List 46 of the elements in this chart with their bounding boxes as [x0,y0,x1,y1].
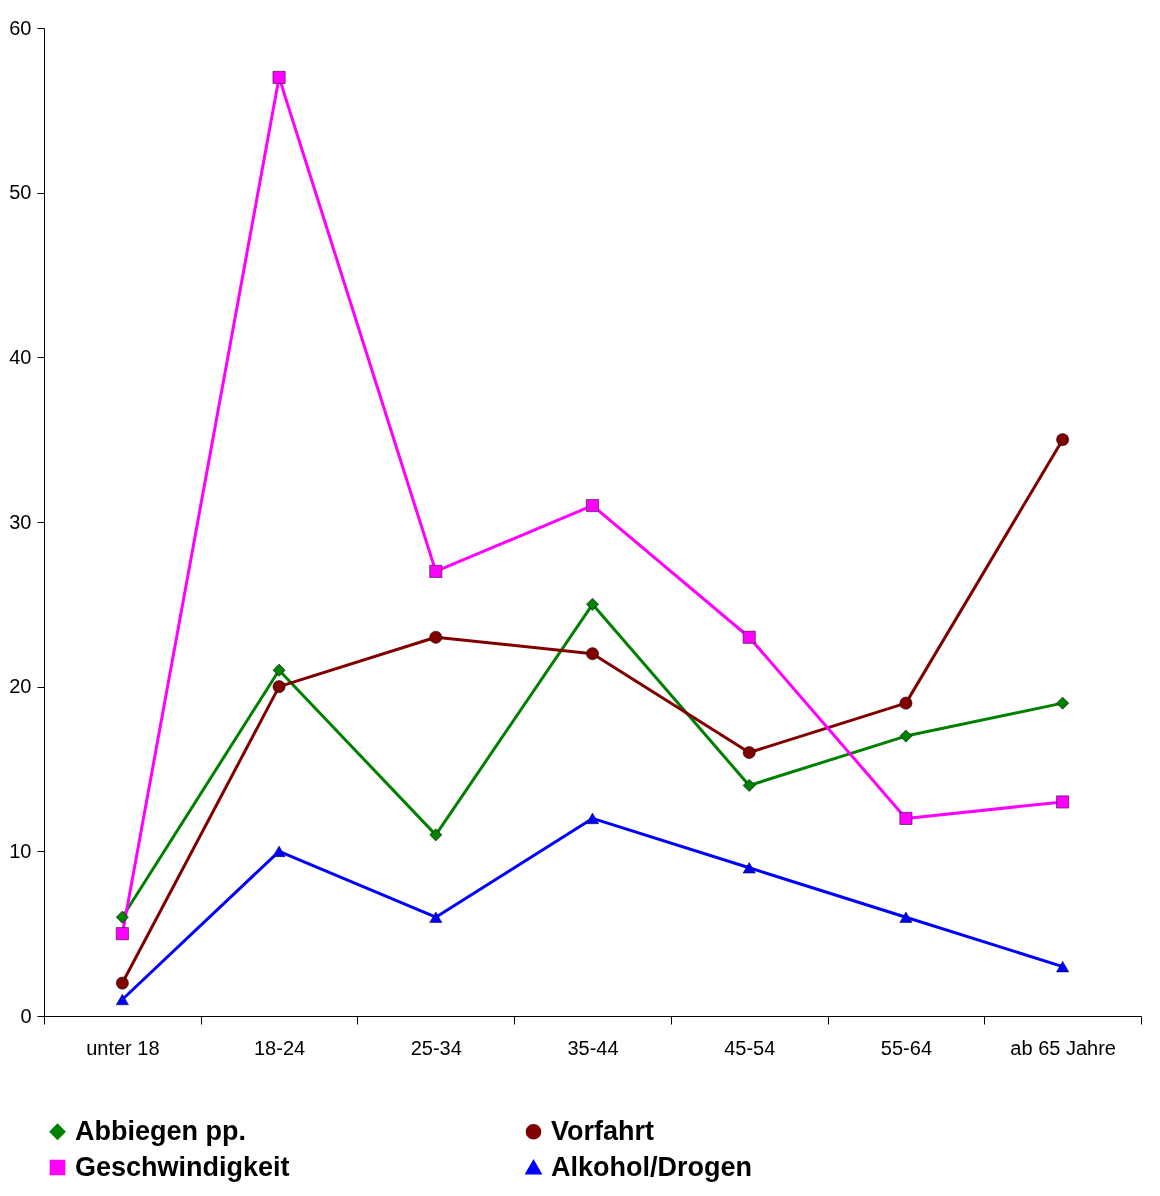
point [742,630,756,644]
y-tick-label: 50 [9,181,32,204]
point [272,845,286,857]
x-tick-label: 18-24 [253,1036,306,1059]
legend-label: Abbiegen pp. [75,1115,246,1146]
point [586,647,599,661]
point [1056,961,1070,973]
x-tick-label: 45-54 [724,1036,776,1059]
legend-label: Geschwindigkeit [75,1151,290,1182]
x-tick-label: unter 18 [86,1036,160,1059]
point [742,746,756,759]
y-tick-label: 0 [20,1004,32,1027]
point [429,630,443,644]
point [1056,795,1070,809]
point [899,911,913,923]
point [586,812,599,824]
point [899,812,913,825]
point [115,927,129,941]
point [1056,433,1070,447]
point [742,779,756,792]
point [899,729,913,743]
point [586,597,599,611]
x-tick-label: 55-64 [880,1036,933,1059]
point [899,696,913,710]
point [115,976,129,990]
y-tick-label: 10 [9,839,32,862]
point [115,993,129,1006]
point [429,911,443,923]
point [742,862,756,874]
point [272,680,286,694]
point [429,565,443,578]
point [586,499,599,512]
y-tick-label: 40 [9,345,32,368]
point [1056,696,1070,710]
point [272,71,286,84]
legend-label: Alkohol/Drogen [551,1151,752,1182]
point [272,663,286,677]
x-tick-label: 35-44 [567,1036,619,1059]
legend-label: Vorfahrt [551,1115,655,1146]
x-tick-label: 25-34 [410,1036,462,1059]
x-tick-label: ab 65 Jahre [1010,1036,1116,1059]
point [115,910,129,924]
point [429,828,443,842]
y-tick-label: 60 [9,16,32,39]
y-tick-label: 20 [9,675,32,698]
y-tick-label: 30 [9,510,32,533]
